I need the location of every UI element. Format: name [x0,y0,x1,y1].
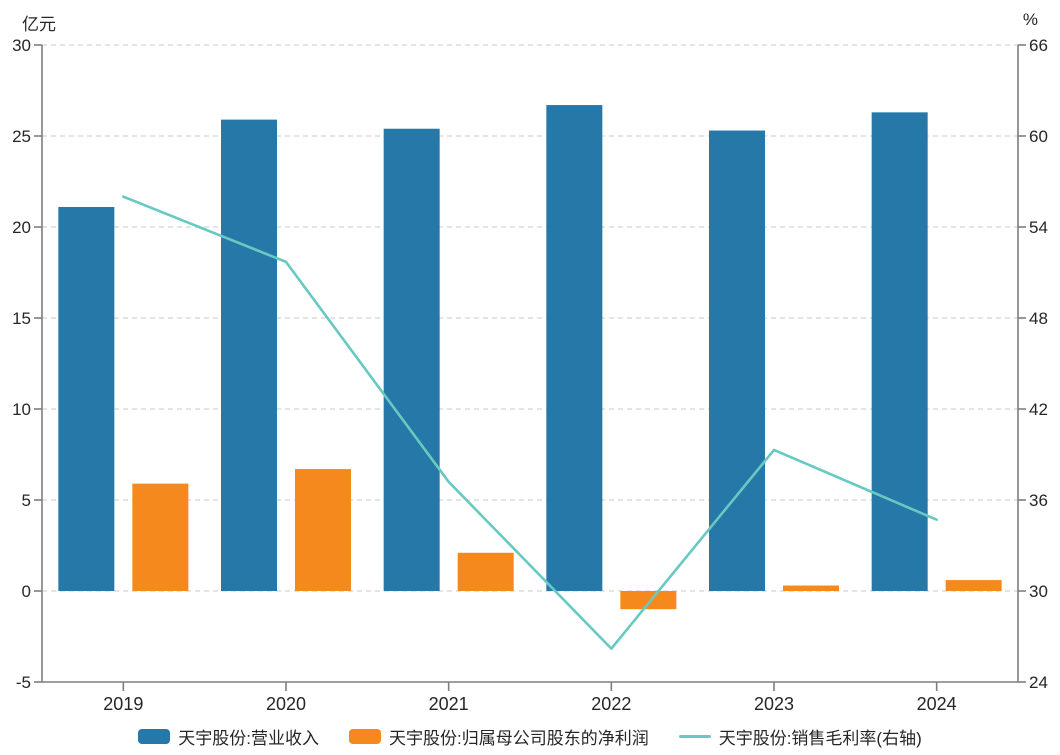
bar-0-2022 [546,105,603,591]
bar-1-2021 [457,552,514,591]
left-tick-label: 0 [22,582,31,601]
bar-1-2022 [620,591,677,610]
legend-item-2: 天宇股份:销售毛利率(右轴) [678,724,922,749]
bar-1-2023 [783,585,839,591]
bar-0-2021 [383,128,440,591]
left-tick-label: 15 [12,309,31,328]
left-axis-unit-label: 亿元 [22,15,56,34]
right-axis-ticks: 66 60 54 48 42 36 30 24 [1018,36,1048,692]
right-tick-label: 24 [1029,673,1048,692]
bar-series-1 [132,469,1002,610]
right-tick-label: 30 [1029,582,1048,601]
legend-item-0: 天宇股份:营业收入 [138,724,319,749]
left-tick-label: 20 [12,218,31,237]
right-axis-unit-label: % [1022,10,1038,29]
left-tick-label: 25 [12,127,31,146]
x-axis-ticks: 2019 2020 2021 2022 2023 2024 [103,682,957,714]
left-tick-label: 5 [22,491,31,510]
right-tick-label: 42 [1029,400,1048,419]
legend-label: 天宇股份:归属母公司股东的净利润 [388,729,649,748]
left-axis-ticks: 30 25 20 15 10 5 0 -5 [12,36,42,692]
bar-0-2023 [709,130,765,592]
x-tick-label: 2021 [429,694,469,714]
legend-line-swatch [678,735,711,738]
line-series [122,195,938,650]
bar-0-2020 [221,119,277,592]
axes [41,45,1019,683]
x-tick-label: 2023 [754,694,794,714]
legend-item-1: 天宇股份:归属母公司股东的净利润 [348,724,649,749]
right-tick-label: 36 [1029,491,1048,510]
right-tick-label: 54 [1029,218,1048,237]
x-tick-label: 2024 [917,694,957,714]
left-tick-label: -5 [16,673,31,692]
gridlines [42,44,1018,592]
right-tick-label: 60 [1029,127,1048,146]
bar-0-2019 [58,206,115,592]
legend-bar-swatch [138,729,171,744]
bar-1-2019 [132,483,189,591]
legend-label: 天宇股份:营业收入 [178,729,319,748]
right-tick-label: 48 [1029,309,1048,328]
legend: 天宇股份:营业收入 天宇股份:归属母公司股东的净利润 天宇股份:销售毛利率(右轴) [0,724,1060,749]
bar-series-0 [58,105,928,592]
bar-0-2024 [871,112,928,591]
right-tick-label: 66 [1029,36,1048,55]
x-tick-label: 2019 [103,694,143,714]
x-tick-label: 2022 [591,694,631,714]
legend-label: 天宇股份:销售毛利率(右轴) [718,729,922,748]
bar-1-2020 [295,469,351,591]
x-tick-label: 2020 [266,694,306,714]
bar-1-2024 [945,580,1002,591]
left-tick-label: 10 [12,400,31,419]
left-tick-label: 30 [12,36,31,55]
legend-bar-swatch [348,729,381,744]
